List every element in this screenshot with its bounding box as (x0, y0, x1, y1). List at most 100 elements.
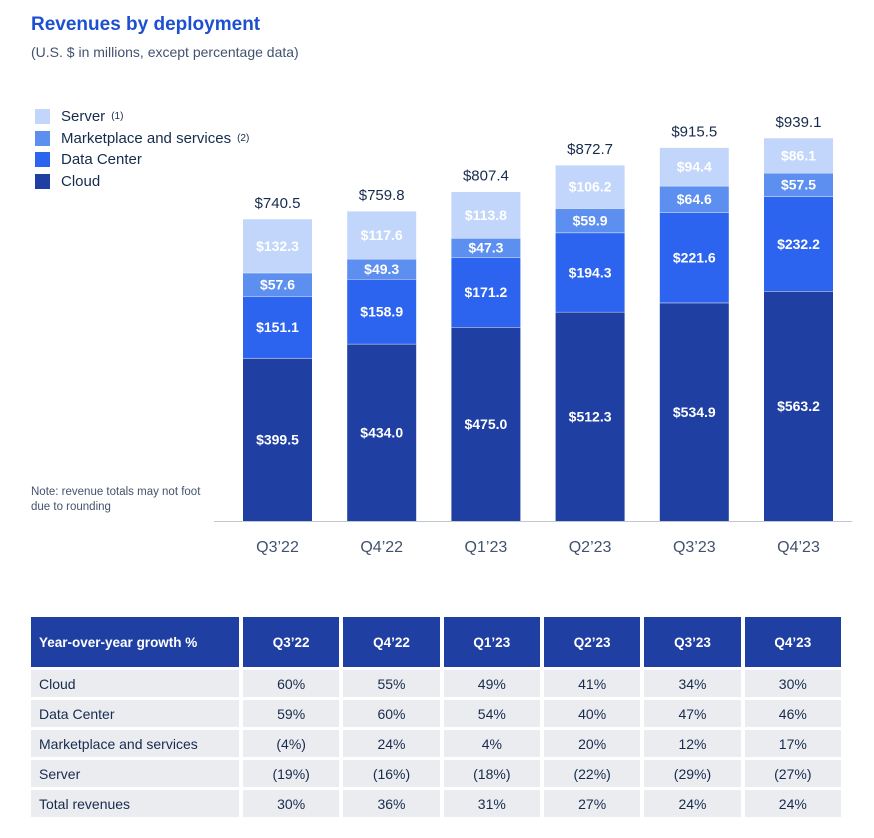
bar-segment-cloud (659, 302, 729, 521)
bar-segment-server (451, 191, 521, 238)
bar-segment-server (243, 218, 312, 273)
table-cell: 40% (543, 700, 641, 727)
bar-segment-data-center (555, 232, 625, 312)
data-label-data-center: $171.2 (464, 284, 507, 300)
data-label-marketplace-and-services: $57.6 (260, 277, 295, 293)
data-label-cloud: $434.0 (360, 424, 403, 440)
bar-segment-data-center (659, 212, 729, 303)
x-tick-label: Q3’23 (673, 539, 716, 556)
data-label-server: $117.6 (361, 227, 403, 243)
table-cell: 36% (343, 790, 440, 817)
data-label-cloud: $475.0 (464, 416, 507, 432)
table-cell: 55% (343, 670, 440, 697)
data-label-marketplace-and-services: $49.3 (364, 261, 399, 277)
data-label-marketplace-and-services: $64.6 (677, 191, 712, 207)
legend-swatch-marketplace (35, 130, 50, 146)
legend-note-server: (1) (111, 111, 124, 123)
bar-segment-cloud (555, 311, 625, 521)
x-tick-label: Q2’23 (569, 539, 612, 556)
total-label: $807.4 (463, 168, 509, 185)
bar-segment-marketplace-and-services (243, 272, 312, 297)
bar-segment-marketplace-and-services (764, 172, 833, 197)
total-label: $740.5 (255, 195, 301, 212)
table-cell: 34% (644, 670, 741, 697)
data-label-data-center: $194.3 (569, 264, 612, 280)
bar-segment-marketplace-and-services (659, 185, 729, 213)
table-cell: 24% (744, 790, 841, 817)
table-row-label: Cloud (31, 670, 239, 697)
data-label-cloud: $563.2 (777, 398, 820, 414)
table-row-label: Marketplace and services (31, 730, 239, 757)
total-label: $759.8 (359, 187, 405, 204)
legend-label-server: Server (61, 108, 106, 126)
table-header-cell: Q2’23 (543, 617, 641, 667)
bar-segment-server (659, 147, 729, 186)
total-label: $939.1 (776, 114, 822, 131)
bar-segment-data-center (243, 296, 312, 358)
table-cell: 24% (644, 790, 741, 817)
data-label-data-center: $221.6 (673, 249, 716, 265)
legend-item-cloud: Cloud (35, 171, 249, 193)
total-label: $872.7 (567, 141, 613, 158)
table-cell: 24% (343, 730, 440, 757)
data-label-server: $94.4 (677, 159, 712, 175)
table-cell: 30% (243, 790, 340, 817)
data-label-server: $113.8 (465, 207, 507, 223)
table-cell: 30% (744, 670, 841, 697)
legend-swatch-server (35, 109, 50, 125)
legend-label-data-center: Data Center (61, 151, 142, 169)
data-label-marketplace-and-services: $57.5 (781, 177, 816, 193)
table-cell: 49% (443, 670, 540, 697)
x-tick-label: Q4’22 (360, 539, 403, 556)
table-row-label: Server (31, 760, 239, 787)
table-cell: (29%) (644, 760, 741, 787)
data-label-server: $132.3 (256, 238, 299, 254)
bar-segment-server (347, 210, 417, 259)
bar-segment-marketplace-and-services (347, 258, 417, 280)
rounding-note: Note: revenue totals may not foot due to… (31, 486, 201, 513)
legend-label-marketplace: Marketplace and services (61, 129, 232, 147)
table-row: Server (19%) (16%) (18%) (22%) (29%) (27… (31, 760, 841, 787)
table-cell: 59% (243, 700, 340, 727)
x-tick-label: Q1’23 (465, 539, 508, 556)
bar-segment-cloud (451, 327, 521, 521)
total-label: $915.5 (671, 123, 717, 140)
data-label-server: $86.1 (781, 147, 816, 163)
table-header-cell: Year-over-year growth % (31, 617, 239, 667)
data-label-server: $106.2 (569, 179, 612, 195)
table-cell: 12% (644, 730, 741, 757)
legend-item-data-center: Data Center (35, 149, 249, 171)
table-cell: 17% (744, 730, 841, 757)
table-header-cell: Q4’22 (343, 617, 440, 667)
data-label-marketplace-and-services: $47.3 (468, 240, 503, 256)
table-cell: 31% (443, 790, 540, 817)
data-label-cloud: $399.5 (256, 431, 299, 447)
table-cell: (19%) (243, 760, 340, 787)
table-row: Data Center 59% 60% 54% 40% 47% 46% (31, 700, 841, 727)
legend-swatch-cloud (35, 173, 50, 189)
table-cell: (22%) (543, 760, 641, 787)
legend-note-marketplace: (2) (237, 132, 250, 144)
table-cell: 47% (644, 700, 741, 727)
table-row-label: Data Center (31, 700, 239, 727)
x-tick-label: Q3’22 (256, 539, 299, 556)
table-cell: 20% (543, 730, 641, 757)
table-header-cell: Q4’23 (744, 617, 841, 667)
table-cell: 41% (543, 670, 641, 697)
legend: Server (1) Marketplace and services (2) … (35, 106, 249, 192)
bar-segment-data-center (451, 257, 521, 328)
legend-swatch-data-center (35, 152, 50, 168)
data-label-data-center: $232.2 (777, 236, 820, 252)
table-header-cell: Q3’23 (644, 617, 741, 667)
table-cell: 54% (443, 700, 540, 727)
data-label-cloud: $512.3 (569, 408, 612, 424)
bar-segment-data-center (764, 196, 833, 292)
bar-segment-cloud (347, 343, 417, 521)
bar-segment-marketplace-and-services (451, 237, 521, 258)
bar-segment-cloud (764, 291, 833, 521)
table-cell: (4%) (243, 730, 340, 757)
bar-segment-server (764, 137, 833, 173)
table-cell: (27%) (744, 760, 841, 787)
table-cell: 27% (543, 790, 641, 817)
table-cell: (18%) (443, 760, 540, 787)
